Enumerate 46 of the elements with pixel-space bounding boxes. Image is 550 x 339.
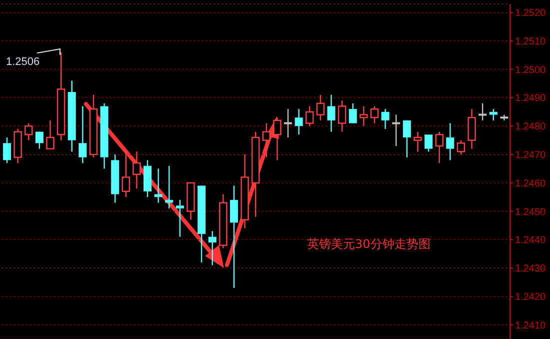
- y-tick-label: 1.2520: [515, 8, 546, 20]
- candlestick: [402, 120, 411, 158]
- y-tick-label: 1.2410: [515, 320, 546, 332]
- candlestick: [273, 116, 282, 161]
- y-tick-label: 1.2470: [515, 150, 546, 162]
- candlestick: [414, 131, 422, 152]
- candlestick: [122, 151, 130, 198]
- candlestick: [446, 122, 454, 161]
- candlestick: [230, 185, 238, 288]
- y-tick-label: 1.2450: [515, 206, 546, 218]
- candlestick: [478, 102, 487, 121]
- y-tick-label: 1.2490: [515, 93, 546, 104]
- candlestick: [78, 106, 87, 164]
- y-tick-label: 1.2460: [515, 178, 546, 190]
- candlestick: [262, 122, 271, 158]
- candlestick: [284, 108, 292, 138]
- candlestick: [24, 122, 33, 141]
- annotation: 1.2506: [6, 56, 40, 68]
- candlestick: [348, 102, 357, 124]
- candlestick: [327, 94, 336, 132]
- candlestick: [208, 230, 216, 266]
- candlestick: [424, 134, 433, 152]
- candlestick: [360, 106, 368, 127]
- candlestick: [306, 106, 314, 127]
- candlestick: [154, 168, 162, 204]
- candlestick: [3, 136, 11, 164]
- candlestick: [370, 106, 379, 124]
- candlestick: [381, 108, 390, 130]
- annotation: 英镑美元30分钟走势图: [307, 236, 430, 253]
- y-tick-label: 1.2440: [515, 235, 546, 246]
- candlestick: [294, 108, 303, 136]
- candlestick: [468, 108, 476, 150]
- y-tick-label: 1.2420: [515, 292, 546, 303]
- y-tick-label: 1.2480: [515, 122, 546, 133]
- candlestick: [338, 100, 346, 132]
- candlestick: [456, 140, 466, 156]
- y-tick-label: 1.2500: [515, 64, 546, 76]
- candlestick: [132, 151, 141, 190]
- candlestick: [392, 114, 400, 147]
- y-tick-label: 1.2510: [515, 36, 546, 48]
- candlestick: [176, 199, 184, 238]
- candlestick: [46, 120, 54, 150]
- candlestick: [316, 94, 325, 121]
- candlestick: [435, 131, 444, 164]
- y-tick-label: 1.2430: [515, 264, 546, 275]
- candlestick: [35, 131, 44, 150]
